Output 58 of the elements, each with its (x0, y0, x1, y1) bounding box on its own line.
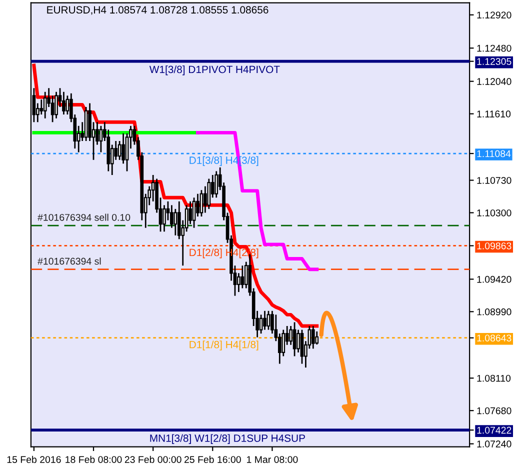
candlestick (200, 189, 204, 218)
candlestick (43, 91, 47, 120)
y-tick-label: 1.08110 (477, 374, 511, 382)
candlestick (174, 208, 178, 236)
ref-line-label: W1[3/8] D1PIVOT H4PIVOT (149, 65, 280, 76)
chart-title: EURUSD,H4 1.08574 1.08728 1.08555 1.08656 (47, 6, 268, 15)
candlestick (259, 314, 263, 334)
candlestick (40, 98, 44, 116)
candlestick (311, 325, 315, 350)
y-tick-label: 1.10300 (477, 209, 512, 216)
candlestick (118, 140, 122, 161)
y-tick-label: 1.09863 (477, 242, 512, 250)
x-tick-label: 23 Feb 00:00 (124, 456, 182, 463)
ref-line-label: #101676394 sell 0.10 (38, 214, 130, 221)
candlestick (99, 125, 103, 154)
candlestick (66, 94, 70, 116)
ref-line-label: D1[1/8] H4[1/8] (190, 340, 258, 350)
candlestick (237, 272, 240, 293)
candlestick (204, 186, 207, 214)
candlestick (292, 322, 296, 357)
candlestick (214, 170, 218, 198)
candlestick (62, 91, 66, 116)
candlestick (192, 196, 196, 229)
candlestick (207, 178, 211, 210)
y-tick-label: 1.09420 (477, 276, 512, 283)
candlestick (196, 193, 200, 218)
candlestick (266, 310, 270, 330)
y-tick-label: 1.07422 (477, 426, 512, 434)
y-tick-label: 1.08643 (477, 334, 512, 342)
x-tick-label: 25 Feb 16:00 (184, 456, 241, 463)
y-tick-label: 1.07680 (477, 407, 512, 414)
y-tick-label: 1.11084 (477, 150, 511, 158)
candlestick (296, 329, 300, 354)
candlestick (315, 330, 319, 346)
candlestick (289, 325, 292, 346)
candlestick (240, 264, 244, 289)
y-tick-label: 1.12305 (477, 58, 512, 65)
y-tick-label: 1.07240 (477, 440, 512, 448)
x-tick-label: 18 Feb 08:00 (66, 456, 122, 463)
x-tick-label: 1 Mar 08:00 (247, 456, 298, 463)
candlestick (188, 200, 192, 225)
ref-line-label: MN1[3/8] W1[2/8] D1SUP H4SUP (150, 434, 305, 444)
y-tick-label: 1.12920 (477, 12, 512, 18)
candlestick (162, 204, 166, 232)
y-tick-label: 1.10730 (477, 176, 512, 184)
y-tick-label: 1.12480 (477, 44, 512, 52)
ref-line-label: #101676394 sl (38, 258, 101, 265)
candlestick (244, 261, 248, 289)
candlestick (122, 132, 125, 164)
y-tick-label: 1.11610 (477, 110, 511, 118)
candlestick (263, 310, 266, 330)
x-tick-label: 15 Feb 2016 (7, 456, 61, 463)
candlestick (300, 329, 304, 364)
candlestick (54, 91, 58, 120)
candlestick (170, 204, 174, 229)
y-tick-label: 1.08990 (477, 308, 512, 316)
candlestick (114, 140, 118, 161)
y-tick-label: 1.12040 (477, 78, 512, 85)
